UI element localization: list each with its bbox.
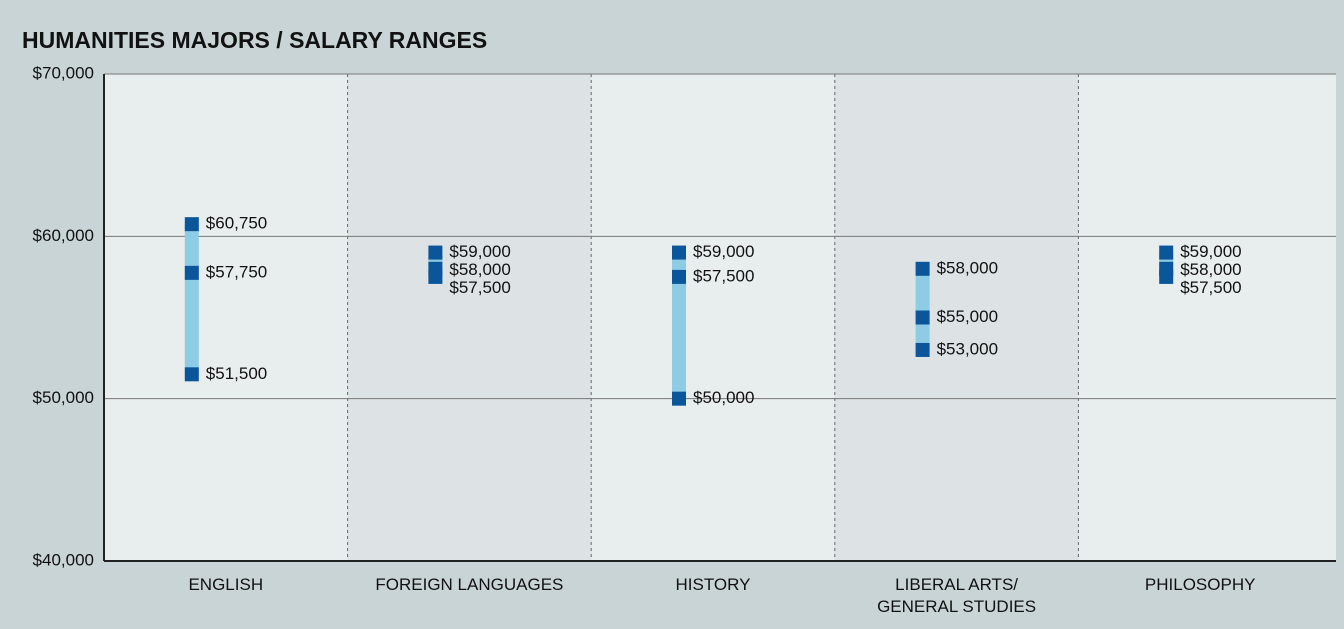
x-tick-label: LIBERAL ARTS/ GENERAL STUDIES [877, 575, 1037, 616]
column-bg [834, 74, 1079, 561]
range-bar [915, 268, 930, 350]
value-label: $60,750 [206, 214, 267, 233]
y-tick-label: $60,000 [33, 226, 94, 245]
x-tick-label: ENGLISH [188, 575, 264, 594]
x-tick-label: FOREIGN LANGUAGES [375, 575, 564, 594]
value-marker [184, 265, 199, 280]
value-label: $57,750 [206, 262, 267, 281]
column-bg [591, 74, 835, 561]
value-marker [184, 217, 199, 232]
value-label: $53,000 [937, 339, 998, 358]
value-label: $59,000 [449, 242, 510, 261]
value-marker [1159, 269, 1174, 284]
value-marker [1159, 245, 1174, 260]
value-label: $50,000 [693, 388, 754, 407]
x-tick-label: PHILOSOPHY [1144, 575, 1256, 594]
value-marker [915, 342, 930, 357]
chart-title: HUMANITIES MAJORS / SALARY RANGES [22, 27, 487, 53]
value-label: $55,000 [937, 307, 998, 326]
value-label: $59,000 [1180, 242, 1241, 261]
value-label: $57,500 [693, 266, 754, 285]
value-label: $58,000 [449, 260, 510, 279]
y-tick-label: $50,000 [33, 388, 94, 407]
value-marker [915, 310, 930, 325]
range-bar [184, 224, 199, 375]
value-label: $59,000 [693, 242, 754, 261]
value-label: $58,000 [937, 258, 998, 277]
value-label: $51,500 [206, 364, 267, 383]
value-label: $57,500 [1180, 278, 1241, 297]
range-bar [672, 252, 686, 399]
value-marker [672, 269, 686, 284]
value-label: $57,500 [449, 278, 510, 297]
column-bg [104, 74, 348, 561]
y-tick-label: $70,000 [33, 63, 94, 82]
value-label: $58,000 [1180, 260, 1241, 279]
x-tick-label: HISTORY [675, 575, 751, 594]
value-marker [184, 367, 199, 382]
y-tick-label: $40,000 [33, 550, 94, 569]
value-marker [915, 261, 930, 276]
value-marker [428, 269, 443, 284]
value-marker [428, 245, 443, 260]
value-marker [672, 245, 686, 260]
column-bg [1078, 74, 1336, 561]
value-marker [672, 391, 686, 406]
column-bg [347, 74, 592, 561]
